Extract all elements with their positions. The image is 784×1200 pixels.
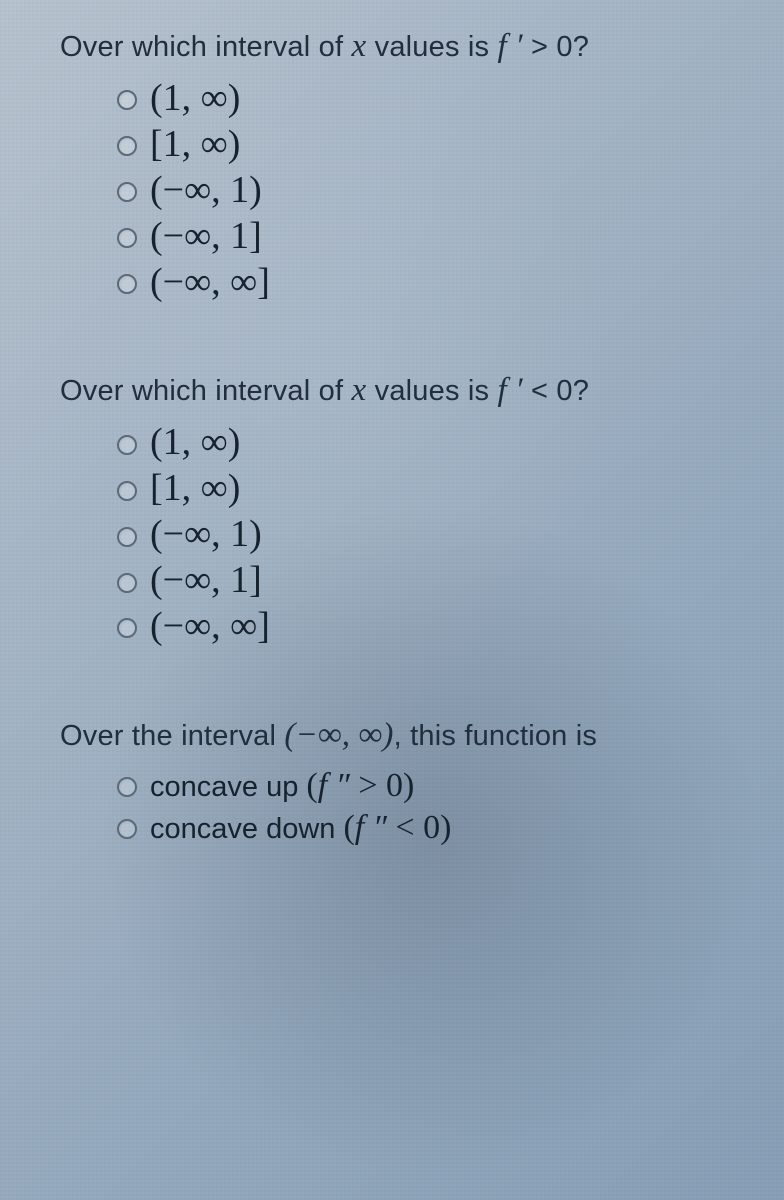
option-row: (−∞, 1)	[112, 515, 744, 555]
question-block-q3: Over the interval (−∞, ∞), this function…	[60, 717, 744, 845]
radio-input[interactable]	[117, 777, 137, 797]
option-row: concave up (f ″ > 0)	[112, 768, 744, 804]
option-row: concave down (f ″ < 0)	[112, 810, 744, 846]
option-label[interactable]: concave up (f ″ > 0)	[150, 768, 414, 804]
quiz-page: Over which interval of x values is f ′ >…	[0, 0, 784, 891]
option-label[interactable]: (−∞, 1]	[150, 561, 262, 601]
option-label[interactable]: concave down (f ″ < 0)	[150, 810, 451, 846]
options-group: (1, ∞) [1, ∞) (−∞, 1) (−∞, 1] (−∞, ∞]	[60, 79, 744, 302]
radio-input[interactable]	[117, 527, 137, 547]
question-block-q2: Over which interval of x values is f ′ <…	[60, 372, 744, 646]
radio-input[interactable]	[117, 228, 137, 248]
radio-input[interactable]	[117, 136, 137, 156]
option-label[interactable]: (−∞, 1)	[150, 171, 262, 211]
question-prompt: Over which interval of x values is f ′ >…	[60, 28, 744, 65]
option-row: [1, ∞)	[112, 125, 744, 165]
option-label[interactable]: (−∞, 1)	[150, 515, 262, 555]
radio-input[interactable]	[117, 90, 137, 110]
options-group: (1, ∞) [1, ∞) (−∞, 1) (−∞, 1] (−∞, ∞]	[60, 423, 744, 646]
radio-input[interactable]	[117, 819, 137, 839]
radio-input[interactable]	[117, 182, 137, 202]
radio-input[interactable]	[117, 435, 137, 455]
radio-input[interactable]	[117, 573, 137, 593]
radio-input[interactable]	[117, 274, 137, 294]
option-label[interactable]: (−∞, ∞]	[150, 607, 270, 647]
option-row: (−∞, ∞]	[112, 263, 744, 303]
option-label[interactable]: (1, ∞)	[150, 423, 240, 463]
option-label[interactable]: (−∞, ∞]	[150, 263, 270, 303]
option-label[interactable]: [1, ∞)	[150, 469, 240, 509]
question-prompt: Over which interval of x values is f ′ <…	[60, 372, 744, 409]
options-group: concave up (f ″ > 0) concave down (f ″ < …	[60, 768, 744, 845]
question-block-q1: Over which interval of x values is f ′ >…	[60, 28, 744, 302]
option-label[interactable]: [1, ∞)	[150, 125, 240, 165]
radio-input[interactable]	[117, 481, 137, 501]
option-row: (−∞, 1]	[112, 217, 744, 257]
option-row: (1, ∞)	[112, 79, 744, 119]
option-label[interactable]: (−∞, 1]	[150, 217, 262, 257]
option-row: (−∞, 1)	[112, 171, 744, 211]
question-prompt: Over the interval (−∞, ∞), this function…	[60, 717, 744, 754]
option-row: (−∞, 1]	[112, 561, 744, 601]
option-row: (−∞, ∞]	[112, 607, 744, 647]
option-label[interactable]: (1, ∞)	[150, 79, 240, 119]
radio-input[interactable]	[117, 618, 137, 638]
option-row: (1, ∞)	[112, 423, 744, 463]
option-row: [1, ∞)	[112, 469, 744, 509]
